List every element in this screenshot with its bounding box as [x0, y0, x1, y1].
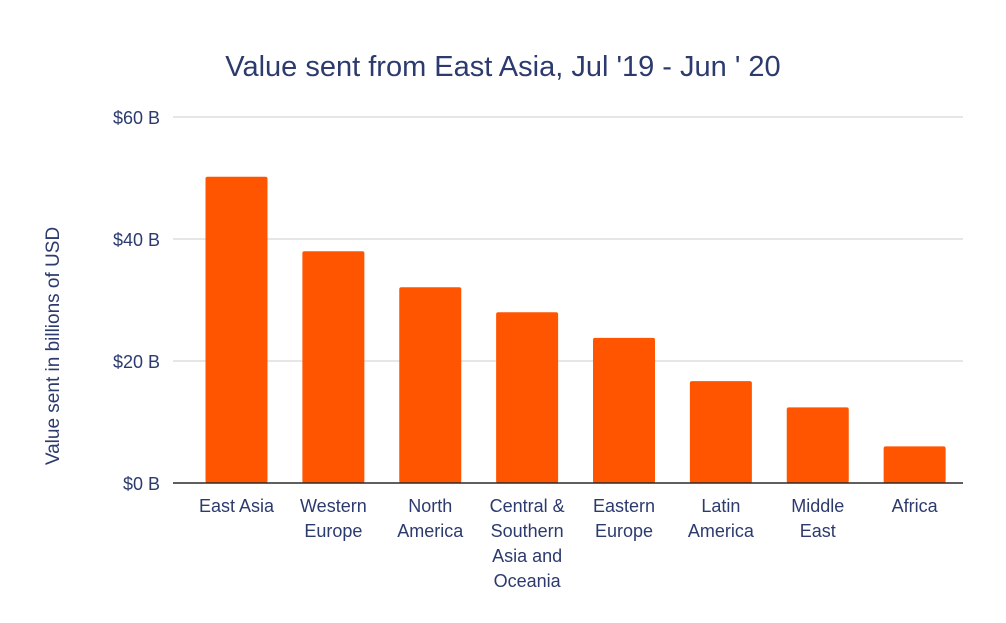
- y-axis-label: Value sent in billions of USD: [43, 227, 64, 465]
- category-labels: East Asia Western Europe North America Centra…: [199, 496, 939, 591]
- x-category-label: Western Europe: [300, 496, 367, 541]
- chart-title: Value sent from East Asia, Jul '19 - Jun…: [225, 51, 780, 83]
- bar: [205, 176, 268, 483]
- gridlines: [173, 116, 963, 362]
- bar: [593, 337, 655, 483]
- x-category-label: East Asia: [199, 496, 275, 516]
- y-tick-label: $0 B: [123, 474, 160, 494]
- bar: [496, 312, 559, 483]
- y-tick-label: $20 B: [113, 352, 160, 372]
- y-tick-label: $40 B: [113, 230, 160, 250]
- x-category-label: North America: [397, 496, 464, 541]
- y-tick-label: $60 B: [113, 108, 160, 128]
- x-category-label: Central & Southern Asia and Oceania: [490, 496, 565, 591]
- x-category-label: Latin America: [688, 496, 755, 541]
- x-category-label: Africa: [892, 496, 939, 516]
- bar: [786, 407, 849, 483]
- bar: [399, 287, 462, 483]
- bars: [205, 176, 946, 483]
- bar: [883, 446, 946, 483]
- bar: [302, 251, 365, 483]
- x-category-label: Eastern Europe: [593, 496, 655, 541]
- x-category-label: Middle East: [791, 496, 844, 541]
- bar: [689, 381, 752, 483]
- y-tick-labels: $0 B $20 B $40 B $60 B: [113, 108, 160, 494]
